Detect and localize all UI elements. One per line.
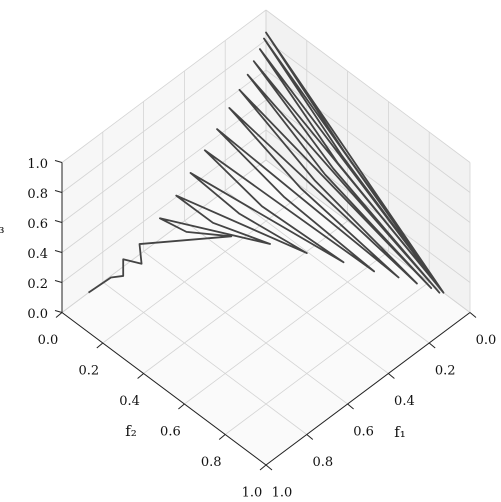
x-tick-label: 0.2: [435, 364, 456, 379]
x-tick: [347, 403, 354, 410]
y-tick-label: 0.0: [38, 333, 59, 348]
y-tick: [96, 342, 104, 349]
grid-line: [265, 9, 471, 163]
y-tick: [55, 312, 63, 318]
x-tick: [265, 464, 273, 471]
y-tick-label: 0.4: [119, 394, 140, 409]
z-tick: [54, 190, 63, 193]
grid-line: [184, 220, 389, 374]
x-tick-label: 0.8: [312, 455, 333, 470]
x-axis-label: f₁: [394, 423, 406, 441]
y-tick-label: 0.2: [78, 364, 99, 379]
y-tick: [137, 373, 144, 379]
grid-line: [265, 99, 471, 253]
x-tick: [469, 312, 477, 318]
x-tick-label: 0.0: [476, 333, 497, 348]
x-tick-label: 1.0: [272, 486, 293, 501]
grid-line: [265, 129, 471, 283]
y-tick-label: 1.0: [242, 486, 263, 501]
line: [88, 31, 445, 294]
z-tick-label: 0.6: [27, 217, 48, 232]
grid-line: [143, 220, 348, 374]
y-tick-label: 0.6: [160, 425, 181, 440]
z-tick-label: 0.4: [27, 247, 48, 262]
grid-line: [61, 129, 267, 283]
grid-line: [224, 190, 430, 344]
z-tick: [54, 220, 63, 223]
grid-line: [184, 251, 389, 405]
y-tick: [218, 434, 226, 440]
z-tick: [54, 310, 63, 313]
pane: [62, 10, 266, 313]
grid-line: [61, 99, 267, 253]
y-tick: [259, 464, 267, 471]
z-tick-label: 0.2: [27, 277, 48, 292]
z-tick: [54, 280, 63, 283]
grid-line: [102, 190, 308, 344]
x-tick: [428, 342, 436, 349]
grid-line: [224, 281, 430, 435]
y-axis-label: f₂: [125, 422, 137, 440]
z-tick-label: 0.0: [27, 307, 48, 322]
pane: [266, 10, 470, 313]
x-tick: [306, 434, 314, 440]
grid-line: [143, 251, 348, 405]
x-tick-label: 0.4: [394, 394, 415, 409]
x-tick-label: 0.6: [353, 425, 374, 440]
grid-line: [61, 39, 267, 193]
grid-line: [265, 159, 471, 313]
z-axis-label: f₃: [0, 219, 5, 237]
y-tick-label: 0.8: [201, 455, 222, 470]
grid-line: [265, 69, 471, 223]
x-axis-line: [265, 312, 471, 466]
z-tick-label: 1.0: [27, 157, 48, 172]
grid-line: [265, 39, 471, 193]
y-tick: [178, 403, 185, 410]
grid-line: [102, 281, 308, 435]
z-tick: [54, 160, 63, 163]
z-tick-label: 0.8: [27, 187, 48, 202]
x-tick: [388, 373, 395, 379]
grid-line: [61, 9, 267, 163]
grid-line: [61, 69, 267, 223]
z-tick: [54, 250, 63, 253]
y-axis-line: [61, 312, 267, 466]
